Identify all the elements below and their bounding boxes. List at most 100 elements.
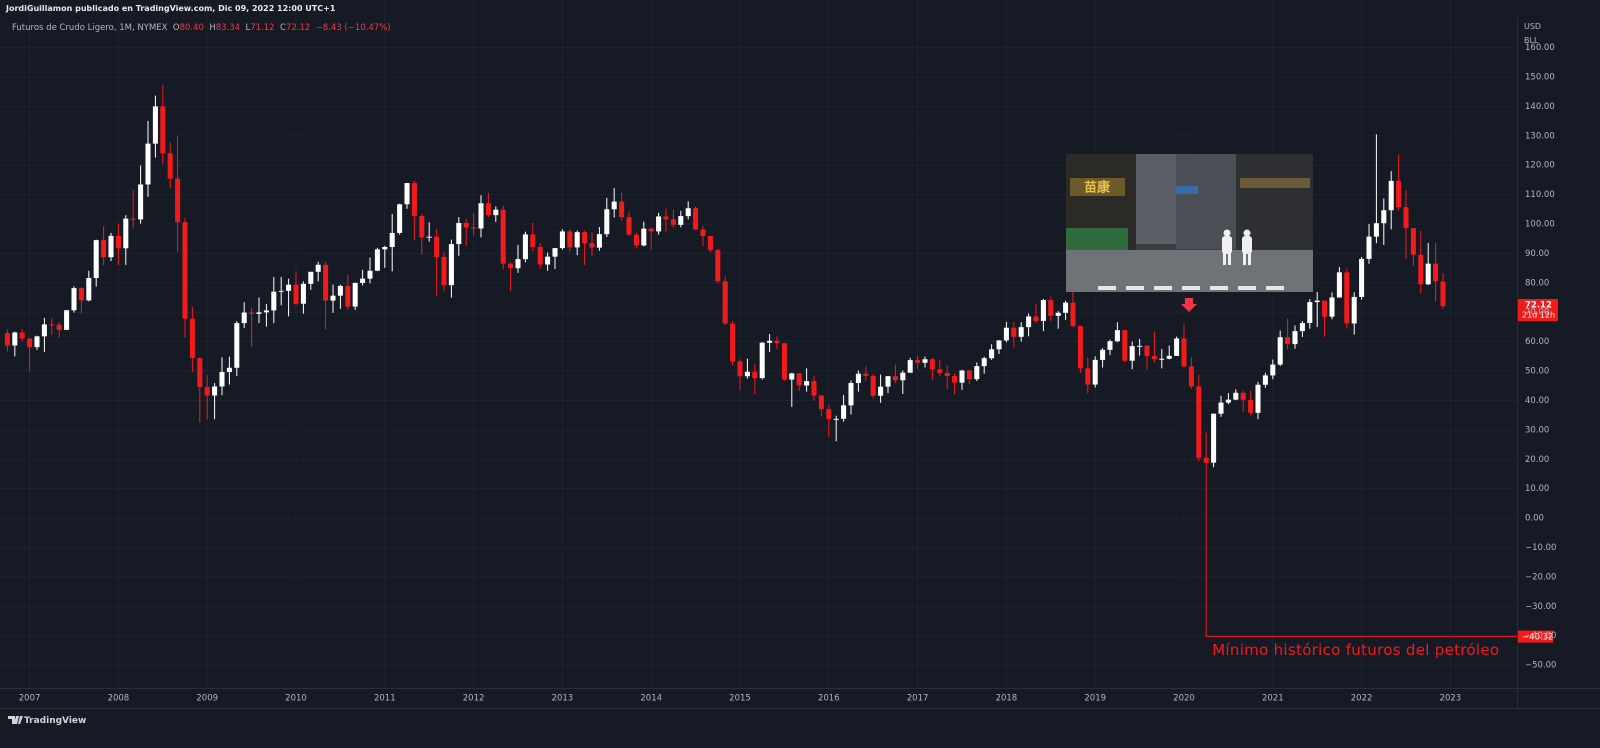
candle-body [1092, 359, 1098, 385]
candle-body [759, 342, 765, 379]
annotation-text: Mínimo histórico futuros del petróleo [1212, 641, 1499, 659]
candle-body [1410, 228, 1416, 255]
candle-body [78, 288, 84, 301]
candle-body [596, 234, 602, 248]
candle-body [744, 371, 750, 377]
candle-body [641, 228, 647, 246]
candle-body [256, 312, 262, 314]
candle-body [944, 373, 950, 376]
arrow-marker [1181, 298, 1197, 312]
candle-body [300, 283, 306, 304]
x-tick-label: 2007 [19, 694, 41, 704]
candle-body [515, 259, 521, 269]
candle-body [308, 271, 314, 284]
candle-body [767, 340, 773, 343]
y-tick-label: 30.00 [1525, 425, 1549, 435]
candle-body [1011, 327, 1017, 337]
y-tick-label: −30.00 [1525, 602, 1556, 612]
candle-body [1026, 316, 1032, 328]
candle-body [981, 358, 987, 367]
x-tick-label: 2021 [1262, 694, 1284, 704]
candle-body [715, 250, 721, 282]
x-tick-label: 2016 [818, 694, 840, 704]
candle-body [189, 318, 195, 359]
x-tick-label: 2008 [108, 694, 130, 704]
x-tick-label: 2010 [285, 694, 307, 704]
candle-body [1314, 300, 1320, 303]
candle-body [182, 222, 188, 319]
candle-body [463, 222, 469, 228]
candle-body [197, 358, 203, 387]
x-tick-label: 2019 [1084, 694, 1106, 704]
candle-body [604, 209, 610, 235]
candle-body [360, 278, 366, 283]
candle-body [1151, 356, 1157, 360]
candle-body [382, 247, 388, 250]
candle-body [367, 270, 373, 279]
x-tick-label: 2018 [996, 694, 1018, 704]
candle-body [293, 284, 299, 304]
x-tick-label: 2013 [552, 694, 574, 704]
candle-body [226, 367, 232, 373]
legend: Futuros de Crudo Ligero, 1M, NYMEX O80.4… [12, 23, 391, 33]
candle-body [929, 359, 935, 370]
price-label: 72.12 [1525, 301, 1552, 311]
candle-body [1336, 272, 1342, 298]
candle-body [1070, 302, 1076, 327]
tradingview-logo: TradingView [8, 716, 86, 726]
candle-body [1425, 263, 1431, 285]
candle-body [552, 248, 558, 257]
candle-body [1040, 300, 1046, 321]
candle-body [892, 376, 898, 381]
candle-body [670, 219, 676, 225]
candle-body [315, 264, 321, 272]
candle-body [12, 332, 18, 346]
candle-body [611, 201, 617, 210]
candle-body [1085, 368, 1091, 385]
candle-body [426, 236, 432, 238]
candle-body [485, 203, 491, 216]
x-tick-label: 2012 [463, 694, 485, 704]
candle-body [115, 235, 121, 249]
candle-body [922, 359, 928, 363]
candle-body [19, 332, 25, 339]
legend-key: H [209, 23, 216, 33]
candle-body [774, 340, 780, 344]
candle-body [397, 204, 403, 233]
y-tick-label: −10.00 [1525, 543, 1556, 553]
candle-body [559, 231, 565, 249]
candle-body [633, 234, 639, 246]
candle-body [678, 216, 684, 225]
y-tick-label: 20.00 [1525, 455, 1549, 465]
candle-body [1433, 263, 1439, 282]
candle-body [241, 312, 247, 324]
y-tick-label: 100.00 [1525, 220, 1555, 230]
candle-body [1048, 300, 1054, 316]
candle-body [952, 375, 958, 383]
candle-body [722, 281, 728, 324]
annotation-price-box [1518, 630, 1553, 643]
candle-body [145, 143, 151, 185]
candles [4, 84, 1446, 637]
legend-change: −8.43 (−10.47%) [315, 23, 391, 33]
candle-body [493, 209, 499, 216]
legend-key: O [172, 23, 180, 33]
candle-body [152, 106, 158, 144]
y-tick-label: 120.00 [1525, 161, 1555, 171]
candle-body [323, 264, 329, 301]
candle-body [404, 183, 410, 205]
y-tick-label: −50.00 [1525, 661, 1556, 671]
candle-body [34, 336, 40, 348]
overlay: −40.32 Mínimo histórico futuros del petró… [1206, 299, 1558, 659]
brand: TradingView [24, 716, 86, 726]
candle-body [907, 360, 913, 373]
candle-body [567, 231, 573, 248]
candle-body [345, 285, 351, 307]
candle-body [130, 218, 136, 220]
candle-body [885, 376, 891, 387]
candle-body [752, 371, 758, 379]
candle-body [263, 310, 269, 313]
candle-body [71, 288, 77, 311]
candle-body [1225, 399, 1231, 403]
candle-body [833, 418, 839, 420]
